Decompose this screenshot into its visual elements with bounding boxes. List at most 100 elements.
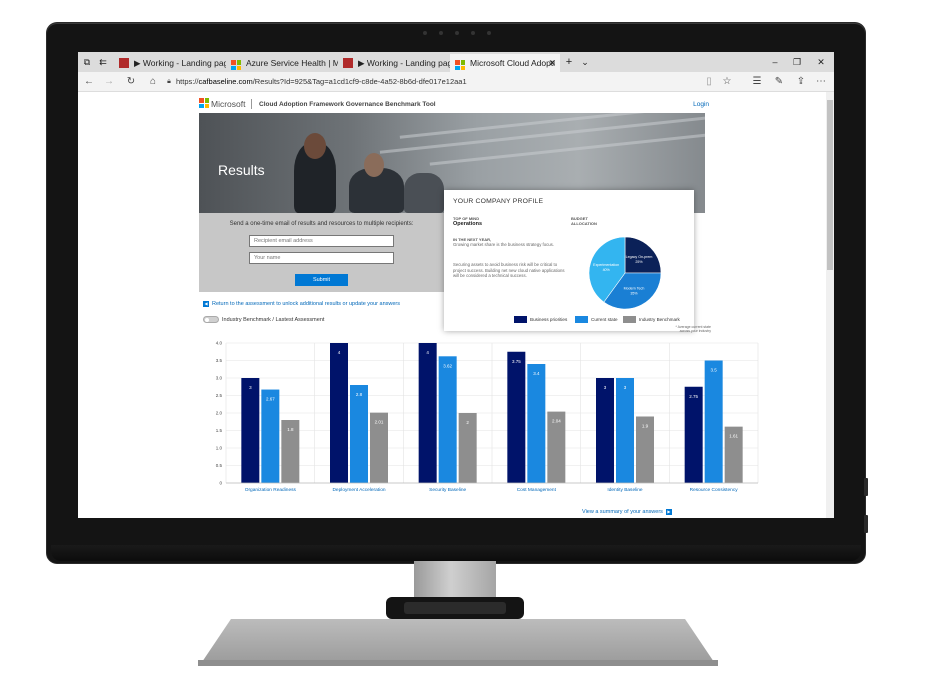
bar (458, 413, 477, 483)
y-tick-label: 1.5 (216, 428, 223, 433)
window-close-icon[interactable]: ✕ (817, 57, 825, 67)
address-bar: ← → ↻ ⌂ 🔒︎ https://cafbaseline.com/Resul… (78, 72, 834, 92)
home-icon[interactable]: ⌂ (149, 76, 157, 87)
bar (636, 416, 654, 483)
close-tab-icon[interactable]: ✕ (548, 58, 556, 68)
reading-view-icon[interactable]: ▯ (706, 76, 712, 87)
toggle-label: Industry Benchmark / Lastest Assessment (222, 317, 325, 323)
x-category-label: Deployment Acceleration (332, 487, 385, 493)
bar-value-label: 4 (426, 350, 429, 355)
favorites-hub-icon[interactable]: ☰ (752, 76, 762, 87)
bar (330, 343, 348, 483)
bar (527, 364, 546, 483)
bar-value-label: 2.67 (266, 397, 275, 402)
top-of-mind-label: TOP OF MIND (453, 216, 480, 221)
url-field[interactable]: https://cafbaseline.com/Results?Id=925&T… (176, 75, 467, 89)
refresh-icon[interactable]: ↻ (126, 76, 136, 87)
bar-value-label: 2.01 (375, 420, 384, 425)
y-tick-label: 0 (219, 481, 222, 486)
legend-industry: Industry Benchmark (623, 316, 680, 324)
arrow-right-icon: ▶ (665, 508, 672, 515)
person-head (304, 133, 326, 159)
url-path: /Results?Id=925&Tag=a1cd1cf9-c8de-4a52-8… (252, 77, 467, 86)
new-tab-icon[interactable]: + (565, 56, 573, 68)
legend-label: Industry Benchmark (639, 317, 680, 322)
x-category-label: Security Baseline (429, 487, 466, 493)
y-tick-label: 3.0 (216, 376, 223, 381)
legend-current: Current state (575, 316, 618, 324)
bar (596, 378, 614, 483)
legend-swatch (575, 316, 588, 324)
set-aside-tabs-icon[interactable]: ⇇ (99, 57, 107, 67)
powerapps-icon (119, 58, 129, 68)
y-tick-label: 3.5 (216, 358, 223, 363)
allocation-label: ALLOCATION (571, 221, 597, 226)
submit-button[interactable]: Submit (295, 274, 348, 286)
url-prefix: https:// (176, 77, 199, 86)
tab-bar: ⧉ ⇇ ▶ Working - Landing page Azure Servi… (78, 52, 834, 72)
recipient-email-input[interactable]: Recipient email address (249, 235, 394, 247)
next-year-label: IN THE NEXT YEAR, (453, 237, 492, 242)
bar-value-label: 4 (338, 350, 341, 355)
person-figure (404, 173, 444, 213)
camera-dot (487, 31, 491, 35)
bar (547, 411, 566, 483)
your-name-input[interactable]: Your name (249, 252, 394, 264)
monitor-side-button (864, 515, 868, 533)
bar-value-label: 1.9 (642, 424, 649, 429)
y-tick-label: 1.0 (216, 446, 223, 451)
bar-value-label: 3.4 (533, 371, 540, 376)
share-icon[interactable]: ⇪ (796, 76, 806, 87)
legend-label: Business priorities (530, 317, 568, 322)
back-icon[interactable]: ← (84, 76, 94, 87)
bar (507, 351, 526, 483)
pie-slice-pct: 40% (603, 268, 611, 272)
bar (370, 412, 388, 483)
tab-label: Azure Service Health | Micro (246, 58, 338, 68)
restore-icon[interactable]: ❐ (792, 57, 802, 67)
bar (724, 426, 743, 483)
tab-actions-icon[interactable]: ⧉ (83, 57, 91, 67)
login-link[interactable]: Login (693, 101, 709, 108)
header-divider (251, 99, 252, 109)
forward-icon[interactable]: → (104, 76, 114, 87)
company-profile-card: YOUR COMPANY PROFILE TOP OF MIND Operati… (444, 190, 694, 331)
x-category-label: Organization Readiness (245, 487, 297, 493)
lock-icon: 🔒︎ (167, 78, 171, 85)
tab-working-landing-1[interactable]: ▶ Working - Landing page (114, 54, 226, 72)
tool-title: Cloud Adoption Framework Governance Benc… (259, 101, 436, 108)
bar (418, 343, 437, 483)
monitor-neck (414, 561, 496, 601)
microsoft-logo-icon (231, 58, 241, 70)
monitor-side-button (864, 478, 868, 496)
monitor-chin (51, 545, 861, 561)
scrollbar-thumb[interactable] (827, 100, 833, 270)
view-summary-link[interactable]: View a summary of your answers ▶ (582, 508, 672, 516)
tab-working-landing-2[interactable]: ▶ Working - Landing page (338, 54, 450, 72)
tab-cloud-adoption[interactable]: Microsoft Cloud Adopti ✕ (450, 54, 560, 72)
minimize-icon[interactable]: – (772, 57, 778, 67)
tab-list-chevron-icon[interactable]: ⌄ (581, 57, 589, 67)
more-icon[interactable]: ⋯ (816, 76, 826, 87)
arrow-left-icon: ◀ (203, 300, 209, 307)
return-to-assessment-link[interactable]: ◀ Return to the assessment to unlock addi… (203, 300, 400, 308)
pen-icon[interactable]: ✎ (774, 76, 784, 87)
favorite-star-icon[interactable]: ☆ (722, 76, 732, 87)
y-tick-label: 2.0 (216, 411, 223, 416)
benchmark-toggle[interactable] (203, 316, 219, 324)
security-text: Securing assets to avoid business risk w… (453, 262, 565, 279)
pie-slice-label: Experimentation (593, 263, 619, 267)
bar-value-label: 3.62 (443, 363, 452, 368)
profile-title: YOUR COMPANY PROFILE (453, 198, 544, 205)
microsoft-logo-icon (455, 58, 465, 70)
bar-value-label: 2.8 (356, 392, 363, 397)
page-scrollbar[interactable] (826, 92, 834, 518)
page-title: Results (218, 162, 265, 178)
bar-value-label: 3 (604, 385, 607, 390)
legend-note-line: * Average current state (675, 325, 711, 329)
legend-note: * Average current state across your indus… (651, 325, 711, 333)
email-prompt: Send a one-time email of results and res… (229, 221, 414, 227)
y-tick-label: 2.5 (216, 393, 223, 398)
tab-azure-service-health[interactable]: Azure Service Health | Micro (226, 54, 338, 72)
pie-slice (588, 236, 626, 303)
